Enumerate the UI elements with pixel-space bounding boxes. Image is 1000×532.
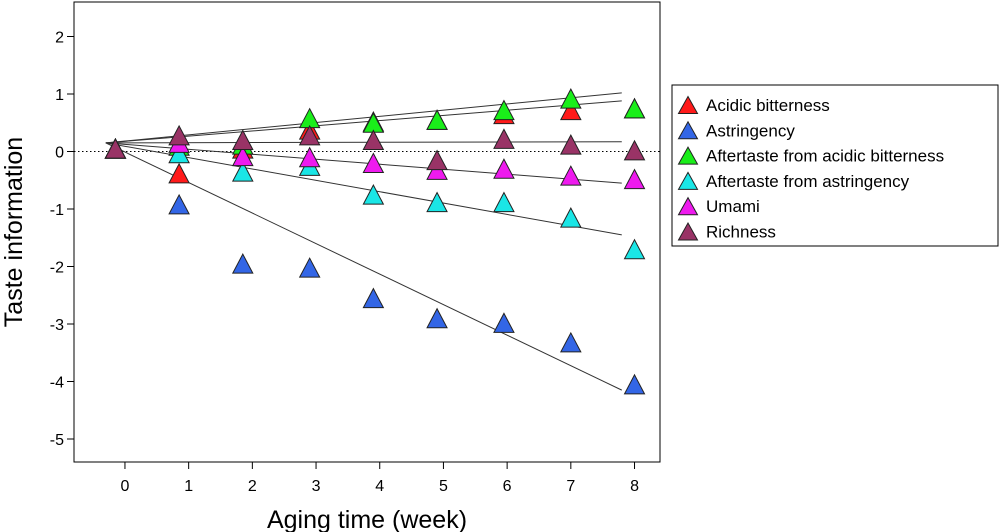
point-aftertaste-from-astringency xyxy=(362,184,385,205)
legend-marker-acidic-bitterness xyxy=(677,95,699,114)
point-richness xyxy=(623,139,646,161)
legend-box xyxy=(671,84,999,247)
x-tick-label: 7 xyxy=(566,478,575,495)
x-tick-label: 6 xyxy=(503,478,512,495)
y-tick-label: -5 xyxy=(50,432,64,449)
y-tick-label: -4 xyxy=(50,375,64,392)
point-aftertaste-from-astringency xyxy=(623,238,646,260)
point-astringency xyxy=(298,257,321,278)
legend-marker-aftertaste-from-acidic-bitterness xyxy=(677,146,699,165)
y-axis-title: Taste information xyxy=(0,137,28,327)
point-richness xyxy=(104,138,127,159)
x-tick-label: 3 xyxy=(312,478,321,495)
point-astringency xyxy=(493,312,515,333)
point-umami xyxy=(559,165,582,186)
point-richness xyxy=(426,149,448,171)
point-umami xyxy=(623,168,646,190)
point-acidic-bitterness xyxy=(559,99,582,121)
point-richness xyxy=(298,124,321,146)
legend-label-acidic-bitterness: Acidic bitterness xyxy=(706,96,830,115)
point-richness xyxy=(559,134,582,155)
legend-label-richness: Richness xyxy=(706,223,776,242)
legend-marker-umami xyxy=(677,196,699,216)
x-tick-label: 4 xyxy=(375,478,384,495)
y-tick-label: 1 xyxy=(55,87,64,104)
trend-line-aftertaste-from-astringency xyxy=(105,142,622,236)
trend-line-astringency xyxy=(105,142,622,391)
legend-label-astringency: Astringency xyxy=(706,121,795,140)
point-richness xyxy=(168,124,190,146)
point-richness xyxy=(231,129,254,150)
point-astringency xyxy=(231,253,254,274)
point-umami xyxy=(298,146,321,168)
trend-line-aftertaste-from-acidic-bitterness xyxy=(105,92,622,144)
point-aftertaste-from-astringency xyxy=(493,191,515,213)
point-aftertaste-from-acidic-bitterness xyxy=(493,99,515,121)
x-tick-label: 5 xyxy=(439,478,448,495)
point-umami xyxy=(362,152,385,173)
y-tick-label: 2 xyxy=(55,30,64,47)
x-tick-label: 2 xyxy=(248,478,257,495)
point-astringency xyxy=(623,373,646,395)
y-tick-label: 0 xyxy=(55,145,64,162)
x-axis-title: Aging time (week) xyxy=(267,506,467,532)
trend-line-umami xyxy=(105,142,622,184)
point-acidic-bitterness xyxy=(168,162,190,184)
legend-label-aftertaste-from-acidic-bitterness: Aftertaste from acidic bitterness xyxy=(706,147,944,166)
trend-line-acidic-bitterness xyxy=(105,100,622,144)
point-aftertaste-from-astringency xyxy=(559,207,582,228)
legend-label-umami: Umami xyxy=(706,197,760,216)
legend-marker-astringency xyxy=(677,120,699,140)
legend-marker-richness xyxy=(677,221,699,241)
point-aftertaste-from-acidic-bitterness xyxy=(559,88,582,109)
trend-line-richness xyxy=(105,141,622,144)
y-axis: 2 1 0 -1 -2 -3 -4 -5 xyxy=(50,30,74,449)
point-richness xyxy=(493,128,515,149)
point-astringency xyxy=(362,287,385,309)
data-points xyxy=(104,88,646,395)
point-aftertaste-from-acidic-bitterness xyxy=(426,109,448,130)
legend-marker-aftertaste-from-astringency xyxy=(677,171,699,190)
point-aftertaste-from-acidic-bitterness xyxy=(623,97,646,119)
point-astringency xyxy=(426,307,448,329)
y-tick-label: -3 xyxy=(50,317,64,334)
point-umami xyxy=(493,158,515,179)
plot-area-frame xyxy=(73,1,661,463)
x-tick-label: 8 xyxy=(630,478,639,495)
point-richness xyxy=(362,129,385,150)
point-astringency xyxy=(168,193,190,215)
point-aftertaste-from-acidic-bitterness xyxy=(298,107,321,129)
x-tick-label: 0 xyxy=(121,478,130,495)
y-tick-label: -1 xyxy=(50,202,64,219)
y-tick-label: -2 xyxy=(50,260,64,277)
x-tick-label: 1 xyxy=(184,478,193,495)
point-umami xyxy=(231,145,254,167)
point-aftertaste-from-astringency xyxy=(168,142,190,164)
point-astringency xyxy=(559,331,582,353)
legend-label-aftertaste-from-astringency: Aftertaste from astringency xyxy=(706,172,910,191)
point-aftertaste-from-astringency xyxy=(426,191,448,213)
trend-lines xyxy=(105,92,622,391)
legend: Acidic bitterness Astringency Aftertaste f… xyxy=(671,84,999,247)
x-axis: 0 1 2 3 4 5 6 7 8 xyxy=(121,462,639,495)
point-aftertaste-from-astringency xyxy=(231,161,254,182)
